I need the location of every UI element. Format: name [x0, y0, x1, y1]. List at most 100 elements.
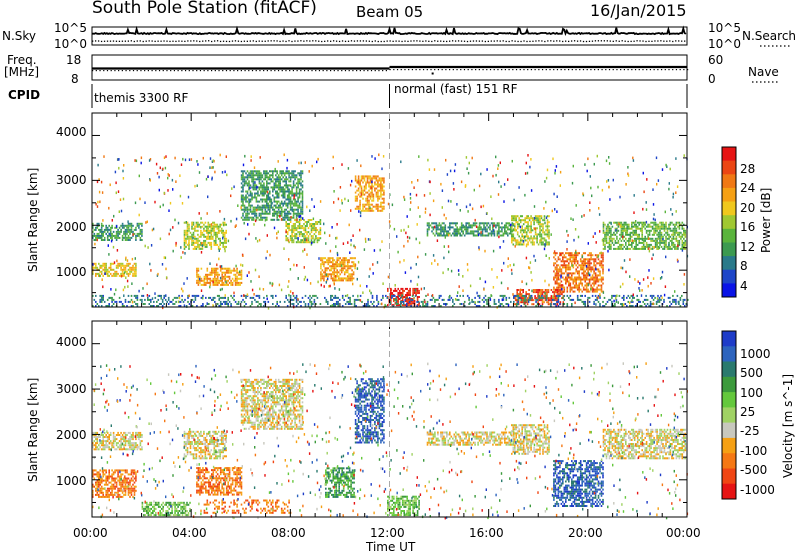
power-echo-cell [242, 186, 244, 189]
power-echo-cell [124, 268, 127, 271]
power-echo-cell [242, 172, 244, 175]
power-echo-cell [594, 272, 597, 275]
power-echo-cell [153, 300, 155, 303]
power-echo-cell [292, 180, 295, 183]
power-echo-cell [337, 265, 340, 268]
power-echo-cell [434, 305, 436, 307]
power-echo-cell [651, 221, 654, 224]
nave-point [638, 69, 640, 71]
power-echo-cell [316, 229, 319, 232]
power-echo-cell [216, 267, 219, 270]
power-echo-cell [349, 275, 352, 278]
nsearch-point [585, 40, 588, 43]
nsearch-point [556, 40, 558, 42]
power-echo-cell [312, 225, 314, 227]
power-echo-cell [571, 288, 573, 291]
power-echo-cell [300, 212, 302, 215]
power-echo-cell [216, 231, 219, 234]
power-echo-cell [512, 233, 515, 236]
power-echo-cell [571, 254, 573, 257]
power-echo-cell [534, 291, 536, 294]
power-echo-cell [111, 298, 113, 301]
power-echo-cell [136, 298, 139, 301]
nave-point [475, 69, 477, 71]
power-echo-cell [645, 243, 648, 246]
power-echo-cell [443, 230, 445, 233]
power-echo-cell [534, 237, 537, 240]
power-echo-cell [282, 188, 284, 191]
power-echo-cell [297, 184, 299, 187]
nsearch-point [127, 40, 129, 42]
power-echo-cell [117, 262, 119, 265]
power-echo-cell [492, 230, 494, 233]
power-echo-cell [216, 303, 219, 305]
power-echo-cell [255, 200, 258, 203]
power-echo-cell [668, 235, 670, 238]
power-echo-cell [352, 263, 355, 266]
power-echo-cell [339, 265, 341, 268]
power-echo-cell [663, 247, 666, 250]
power-echo-cell [502, 226, 505, 229]
power-echo-cell [99, 228, 101, 231]
power-echo-cell [644, 247, 646, 250]
power-echo-cell [267, 192, 270, 195]
nsearch-point [678, 40, 680, 42]
power-echo-cell [666, 237, 669, 240]
power-echo-cell [605, 227, 608, 230]
power-echo-cell [300, 208, 302, 211]
power-echo-cell [459, 226, 461, 229]
power-echo-cell [349, 277, 352, 280]
power-echo-cell [646, 298, 649, 301]
power-echo-cell [568, 252, 570, 255]
power-echo-cell [96, 266, 99, 269]
power-echo-cell [219, 247, 221, 250]
power-echo-cell [535, 305, 537, 307]
power-echo-cell [617, 225, 620, 228]
power-echo-cell [321, 257, 324, 260]
power-echo-cell [261, 194, 264, 197]
power-echo-cell [437, 232, 439, 235]
power-echo-cell [678, 239, 681, 242]
power-echo-cell [608, 227, 611, 230]
power-echo-cell [214, 300, 216, 303]
power-echo-cell [272, 180, 274, 183]
power-echo-cell [453, 222, 456, 225]
power-echo-cell [343, 261, 346, 264]
power-echo-cell [108, 224, 110, 227]
power-echo-cell [459, 294, 461, 297]
power-echo-cell [568, 280, 570, 283]
power-echo-cell [337, 305, 339, 307]
power-echo-cell [625, 231, 627, 234]
power-echo-cell [258, 178, 261, 181]
power-echo-cell [260, 182, 262, 185]
power-echo-cell [194, 247, 196, 250]
power-echo-cell [252, 180, 255, 183]
power-echo-cell [249, 184, 252, 187]
power-echo-cell [240, 271, 243, 274]
power-echo-cell [275, 178, 277, 181]
power-echo-cell [95, 262, 97, 265]
power-echo-cell [406, 287, 408, 290]
nsearch-point [330, 40, 332, 42]
power-echo-cell [231, 296, 234, 299]
nave-point [430, 69, 432, 71]
nsearch-point [234, 40, 237, 42]
power-echo-cell [585, 290, 588, 293]
power-echo-cell [251, 210, 253, 213]
power-echo-cell [307, 239, 310, 242]
power-echo-cell [156, 300, 158, 303]
nsearch-point [178, 40, 180, 42]
power-echo-cell [120, 268, 122, 271]
power-echo-cell [408, 300, 411, 303]
power-echo-cell [615, 228, 617, 232]
power-echo-cell [378, 195, 381, 198]
power-echo-cell [245, 194, 247, 197]
power-echo-cell [258, 218, 261, 221]
power-echo-cell [298, 225, 301, 227]
power-echo-cell [617, 229, 620, 232]
nsearch-point [538, 40, 540, 42]
power-echo-cell [330, 265, 333, 268]
nsearch-point [374, 40, 376, 42]
power-echo-cell [638, 239, 640, 242]
power-echo-cell [286, 202, 289, 205]
